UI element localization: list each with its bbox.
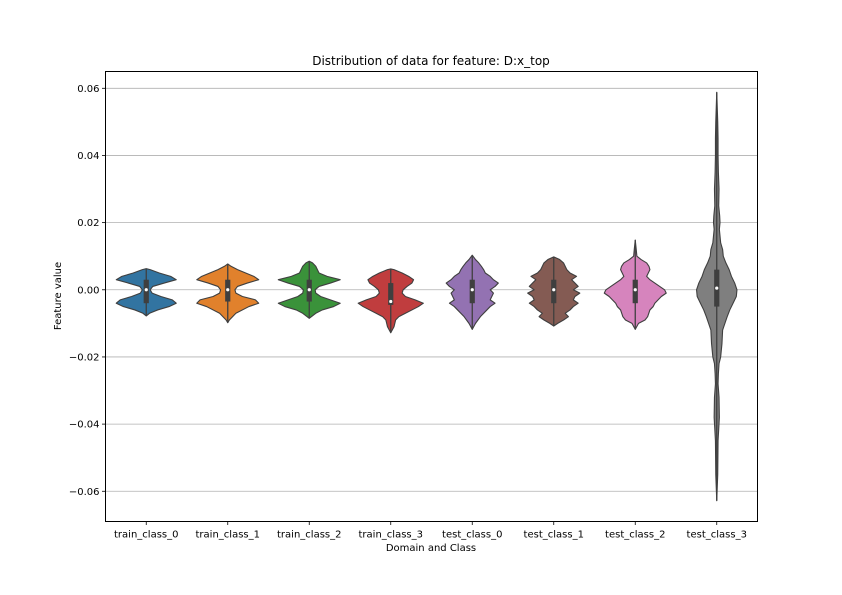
violin-train_class_3 bbox=[357, 268, 424, 334]
violin-iqr-box bbox=[143, 279, 149, 304]
x-tick-label: train_class_1 bbox=[196, 530, 260, 541]
y-axis-label: Feature value bbox=[53, 262, 64, 330]
violin-median-dot bbox=[715, 286, 719, 290]
y-tick-label: −0.06 bbox=[69, 487, 100, 498]
violin-train_class_2 bbox=[277, 260, 341, 319]
violin-median-dot bbox=[470, 288, 474, 292]
violin-test_class_1 bbox=[527, 256, 581, 327]
grid-lines bbox=[105, 87, 758, 492]
violin-test_class_3 bbox=[695, 91, 738, 502]
violin-iqr-box bbox=[551, 279, 557, 304]
violin-median-dot bbox=[389, 299, 393, 304]
x-axis-ticks: train_class_0 train_class_1 train_class_2 t… bbox=[114, 521, 747, 541]
plot-frame bbox=[105, 71, 758, 522]
violin-iqr-box bbox=[632, 279, 638, 304]
violin-median-dot bbox=[552, 288, 556, 292]
y-tick-label: 0.04 bbox=[77, 151, 99, 162]
x-tick-label: train_class_3 bbox=[359, 530, 423, 541]
y-axis-ticks: 0.06 0.04 0.02 0.00 −0.02 −0.04 −0.06 bbox=[69, 84, 106, 498]
violins bbox=[115, 91, 738, 502]
x-tick-label: test_class_0 bbox=[442, 530, 502, 541]
violin-median-dot bbox=[307, 288, 311, 292]
y-tick-label: 0.06 bbox=[77, 84, 99, 95]
y-tick-label: 0.02 bbox=[77, 218, 99, 229]
y-tick-label: 0.00 bbox=[77, 285, 99, 296]
chart-title: Distribution of data for feature: D:x_to… bbox=[312, 54, 550, 68]
y-tick-label: −0.02 bbox=[69, 352, 100, 363]
violin-test_class_0 bbox=[445, 254, 499, 330]
violin-train_class_1 bbox=[196, 263, 260, 324]
violin-test_class_2 bbox=[603, 239, 667, 330]
x-tick-label: train_class_0 bbox=[114, 530, 178, 541]
violin-train_class_0 bbox=[115, 268, 177, 317]
x-tick-label: test_class_1 bbox=[524, 530, 584, 541]
x-tick-label: test_class_3 bbox=[687, 530, 747, 541]
violin-iqr-box bbox=[469, 279, 475, 304]
y-tick-label: −0.04 bbox=[69, 420, 100, 431]
violin-median-dot bbox=[144, 288, 148, 292]
x-tick-label: train_class_2 bbox=[277, 530, 341, 541]
violin-iqr-box bbox=[388, 283, 394, 305]
x-axis-label: Domain and Class bbox=[386, 543, 476, 554]
x-tick-label: test_class_2 bbox=[605, 530, 665, 541]
violin-median-dot bbox=[633, 288, 637, 292]
violin-median-dot bbox=[226, 288, 230, 292]
